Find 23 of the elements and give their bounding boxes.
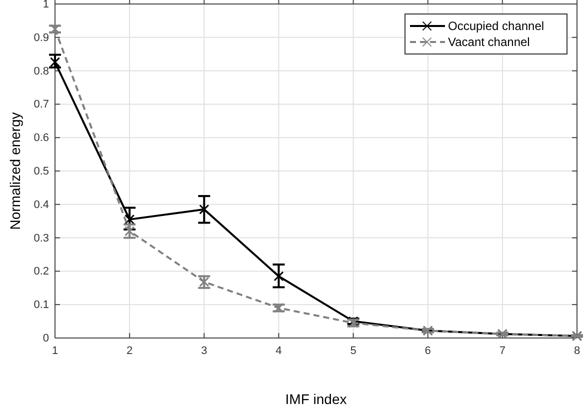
y-tick-label: 0.3: [34, 232, 49, 244]
y-tick-label: 0.7: [34, 98, 49, 111]
x-tick-label: 5: [350, 344, 356, 357]
y-tick-label: 0.6: [34, 132, 49, 144]
x-tick-label: 8: [574, 344, 580, 357]
y-tick-label: 0.5: [34, 166, 49, 178]
y-tick-label: 0.4: [34, 198, 49, 211]
y-tick-label: 0.9: [34, 32, 49, 44]
x-tick-label: 3: [201, 344, 208, 357]
y-axis-title: Normalized energy: [7, 112, 23, 230]
x-tick-label: 1: [52, 344, 58, 357]
x-tick-label: 2: [126, 344, 133, 357]
y-tick-label: 0: [42, 332, 49, 345]
x-tick-label: 7: [499, 344, 506, 357]
x-axis-title: IMF index: [285, 391, 347, 407]
y-tick-label: 0.1: [34, 299, 49, 312]
y-tick-label: 0.8: [34, 65, 49, 78]
legend-label: Vacant channel: [448, 35, 530, 49]
y-tick-label: 0.2: [34, 266, 49, 278]
x-tick-label: 4: [276, 344, 282, 357]
x-tick-label: 6: [424, 344, 431, 357]
legend-label: Occupied channel: [448, 19, 544, 33]
y-tick-label: 1: [42, 0, 49, 11]
